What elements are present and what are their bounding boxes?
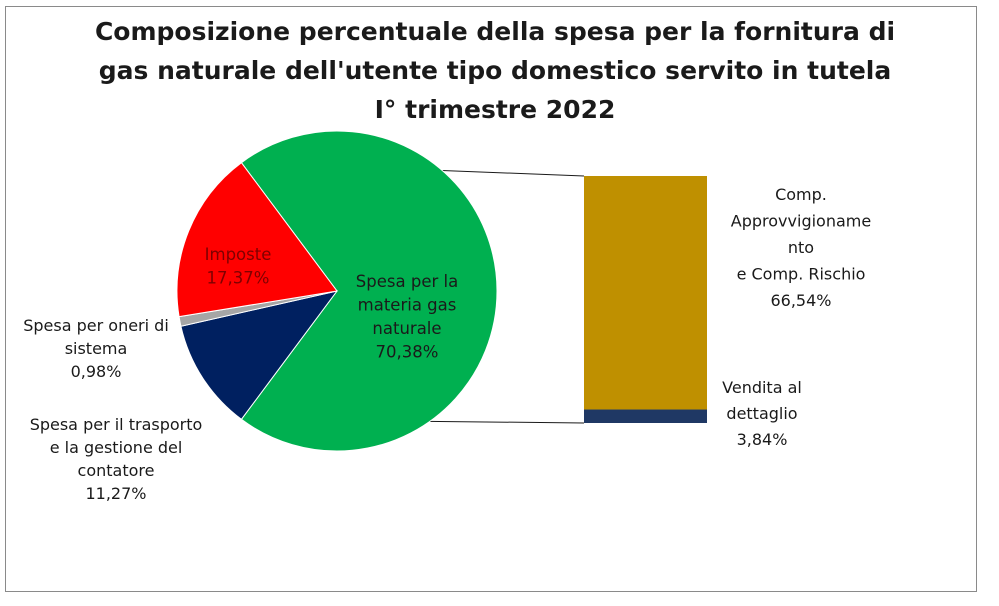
label-trasporto-line: 11,27% bbox=[85, 484, 146, 503]
label-vendita-dettaglio-line: 3,84% bbox=[737, 430, 788, 449]
label-approvvigionamento-line: Approvvigioname bbox=[731, 212, 871, 231]
label-oneri-sistema: Spesa per oneri di sistema 0,98% bbox=[23, 316, 169, 381]
label-materia-gas: Spesa per la materia gas naturale 70,38% bbox=[356, 272, 458, 362]
label-approvvigionamento-line: nto bbox=[788, 238, 814, 257]
pie bbox=[176, 130, 498, 452]
label-materia-gas-line: Spesa per la bbox=[356, 272, 458, 291]
label-oneri-sistema-line: sistema bbox=[65, 339, 128, 358]
label-imposte-line: Imposte bbox=[205, 245, 272, 264]
chart-title: Composizione percentuale della spesa per… bbox=[0, 12, 990, 129]
label-vendita-dettaglio-line: dettaglio bbox=[726, 404, 797, 423]
label-trasporto-line: e la gestione del bbox=[50, 438, 183, 457]
label-vendita-dettaglio: Vendita al dettaglio 3,84% bbox=[722, 378, 802, 449]
label-materia-gas-line: materia gas bbox=[358, 296, 457, 315]
label-trasporto-line: contatore bbox=[78, 461, 155, 480]
label-oneri-sistema-line: Spesa per oneri di bbox=[23, 316, 169, 335]
label-imposte: Imposte 17,37% bbox=[205, 245, 272, 288]
label-vendita-dettaglio-line: Vendita al bbox=[722, 378, 802, 397]
label-materia-gas-line: naturale bbox=[372, 319, 441, 338]
label-approvvigionamento-line: e Comp. Rischio bbox=[737, 265, 866, 284]
label-materia-gas-line: 70,38% bbox=[376, 343, 439, 362]
label-oneri-sistema-line: 0,98% bbox=[71, 362, 122, 381]
stacked-bar bbox=[584, 176, 707, 423]
label-approvvigionamento: Comp. Approvvigioname nto e Comp. Rischio 66… bbox=[731, 185, 871, 310]
label-trasporto-line: Spesa per il trasporto bbox=[30, 415, 203, 434]
label-approvvigionamento-line: Comp. bbox=[775, 185, 827, 204]
pie-slice-trasporto bbox=[180, 290, 339, 421]
bar-segment-approvvigionamento bbox=[584, 176, 707, 410]
bar-segment-vendita-dettaglio bbox=[584, 409, 707, 423]
pie-slice-imposte bbox=[176, 161, 338, 318]
chart-title-line-1: Composizione percentuale della spesa per… bbox=[94, 17, 896, 46]
label-trasporto: Spesa per il trasporto e la gestione del c… bbox=[30, 415, 203, 503]
pie-slice-materia-gas bbox=[240, 130, 498, 452]
label-approvvigionamento-line: 66,54% bbox=[770, 291, 831, 310]
labels: Spesa per la materia gas naturale 70,38% Imp… bbox=[23, 185, 871, 503]
chart-title-line-3: I° trimestre 2022 bbox=[374, 95, 616, 124]
chart-title-line-2: gas naturale dell'utente tipo domestico … bbox=[98, 56, 892, 85]
label-imposte-line: 17,37% bbox=[207, 269, 270, 288]
